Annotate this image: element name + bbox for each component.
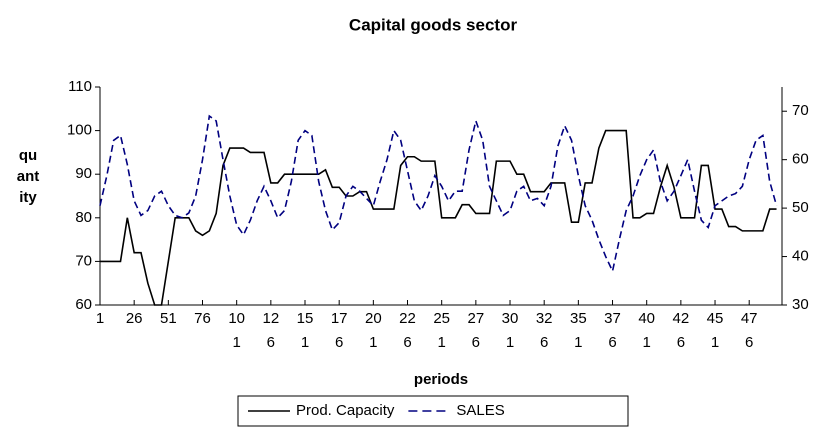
series-line [99, 114, 778, 274]
x-tick-label: 27 6 [468, 310, 485, 351]
x-tick-label: 10 1 [228, 310, 245, 351]
x-tick-label: 35 1 [570, 310, 587, 351]
y2-tick-label: 70 [792, 102, 809, 119]
legend-label: SALES [456, 402, 504, 419]
series-line [100, 129, 777, 306]
y-tick-label: 90 [75, 165, 92, 182]
x-tick-label: 76 [194, 310, 211, 327]
chart-title: Capital goods sector [349, 15, 518, 34]
y2-tick-label: 60 [792, 151, 809, 168]
legend-label: Prod. Capacity [296, 402, 395, 419]
x-tick-label: 30 1 [502, 310, 519, 351]
y2-tick-label: 30 [792, 296, 809, 313]
x-tick-label: 42 6 [673, 310, 690, 351]
y-tick-label: 80 [75, 209, 92, 226]
x-tick-label: 32 6 [536, 310, 553, 351]
y2-tick-label: 40 [792, 248, 809, 265]
y-tick-label: 70 [75, 252, 92, 269]
legend-box [237, 395, 629, 427]
x-tick-label: 25 1 [433, 310, 450, 351]
y-tick-label: 60 [75, 296, 92, 313]
x-tick-label: 12 6 [262, 310, 279, 351]
x-tick-label: 22 6 [399, 310, 416, 351]
x-tick-label: 20 1 [365, 310, 382, 351]
y-tick-label: 100 [67, 122, 92, 139]
x-tick-label: 1 [96, 310, 104, 327]
y-axis-label: qu ant ity [17, 147, 40, 206]
x-tick-label: 26 [126, 310, 143, 327]
y-tick-label: 110 [68, 78, 92, 95]
y2-tick-label: 50 [792, 199, 809, 216]
x-tick-label: 17 6 [331, 310, 348, 351]
x-tick-label: 47 6 [741, 310, 758, 351]
x-tick-label: 37 6 [604, 310, 621, 351]
x-tick-label: 51 [160, 310, 177, 327]
x-tick-label: 45 1 [707, 310, 724, 351]
x-tick-label: 15 1 [297, 310, 314, 351]
x-tick-label: 40 1 [638, 310, 655, 351]
x-axis-label: periods [414, 371, 468, 388]
legend: Prod. Capacity SALES [237, 395, 629, 427]
